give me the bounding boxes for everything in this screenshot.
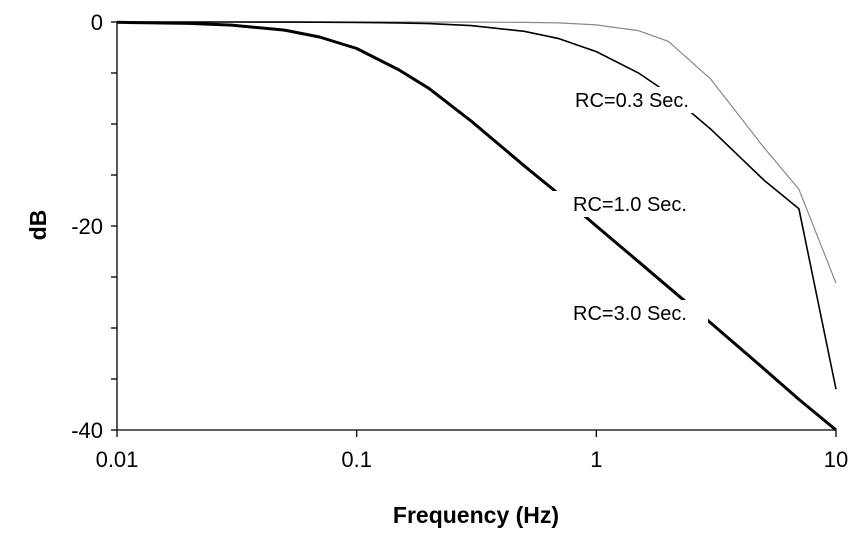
y-tick-label: -40 [71,418,103,443]
series-line-3 [116,20,837,432]
series-label-1: RC=0.3 Sec. [575,90,689,112]
series-line-2 [117,21,837,390]
x-tick-label: 0.1 [341,447,372,472]
series-label-background [552,191,708,217]
y-axis-title: dB [25,210,51,241]
series-label-background [552,300,708,326]
x-axis-title: Frequency (Hz) [393,502,559,528]
y-tick-label: -20 [71,214,103,239]
series-label-3: RC=3.0 Sec. [573,303,687,325]
series-line-1 [117,21,837,284]
series-label-background [554,87,710,113]
y-tick-label: 0 [91,10,103,35]
series-label-2: RC=1.0 Sec. [573,194,687,216]
x-tick-label: 0.01 [96,447,139,472]
x-tick-label: 1 [590,447,602,472]
x-tick-label: 10 [824,447,848,472]
